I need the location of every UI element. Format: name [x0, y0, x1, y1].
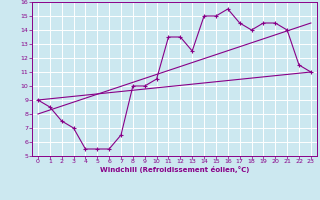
- X-axis label: Windchill (Refroidissement éolien,°C): Windchill (Refroidissement éolien,°C): [100, 166, 249, 173]
